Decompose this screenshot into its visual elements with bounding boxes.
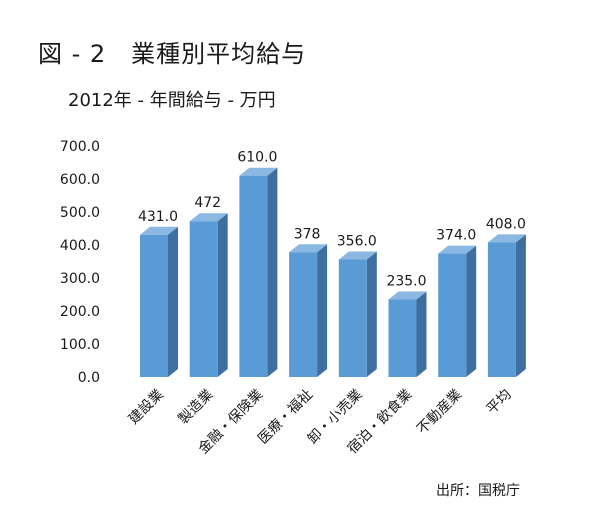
bar [289, 252, 318, 377]
bar-top [388, 291, 427, 300]
bar [140, 234, 168, 377]
data-label: 472 [194, 195, 221, 211]
x-tick-label: 製造業 [176, 387, 217, 428]
data-label: 408.0 [486, 216, 526, 232]
data-label: 356.0 [337, 234, 377, 250]
bar-top [140, 226, 178, 235]
bar-side [466, 245, 477, 377]
y-tick-label: 0.0 [78, 370, 100, 386]
data-label: 378 [294, 226, 321, 242]
y-tick-label: 300.0 [60, 271, 100, 287]
data-label: 431.0 [138, 209, 178, 225]
bar-side [217, 213, 228, 377]
x-tick-label: 建設業 [126, 387, 167, 428]
y-tick-label: 700.0 [60, 139, 100, 155]
bar [438, 253, 467, 377]
bar-side [168, 226, 178, 377]
y-tick-label: 600.0 [60, 172, 100, 188]
bar-top [289, 244, 328, 253]
bar-top [338, 251, 377, 260]
bar-side [267, 167, 278, 377]
bar-side [366, 251, 377, 377]
bar [338, 259, 367, 377]
bar-top [239, 167, 278, 176]
bar-side [515, 234, 526, 377]
data-label: 374.0 [436, 228, 476, 244]
bar-side [317, 244, 328, 377]
x-tick-label: 平均 [484, 387, 515, 418]
bar-side [416, 291, 427, 377]
bar [388, 299, 417, 377]
bar [189, 221, 218, 377]
bar-top [487, 234, 526, 243]
bar-top [438, 245, 477, 254]
y-tick-label: 500.0 [60, 205, 100, 221]
chart-title: 図 - 2 業種別平均給与 [38, 40, 307, 68]
bar [239, 175, 268, 377]
bar-top [189, 213, 228, 222]
bar [487, 242, 516, 377]
y-tick-label: 100.0 [60, 337, 100, 353]
chart-subtitle: 2012年 - 年間給与 - 万円 [68, 90, 276, 111]
data-label: 610.0 [237, 150, 277, 166]
y-tick-label: 200.0 [60, 304, 100, 320]
y-tick-label: 400.0 [60, 238, 100, 254]
source-note: 出所：国税庁 [436, 483, 520, 499]
data-label: 235.0 [386, 273, 426, 289]
x-tick-label: 不動産業 [414, 387, 465, 438]
